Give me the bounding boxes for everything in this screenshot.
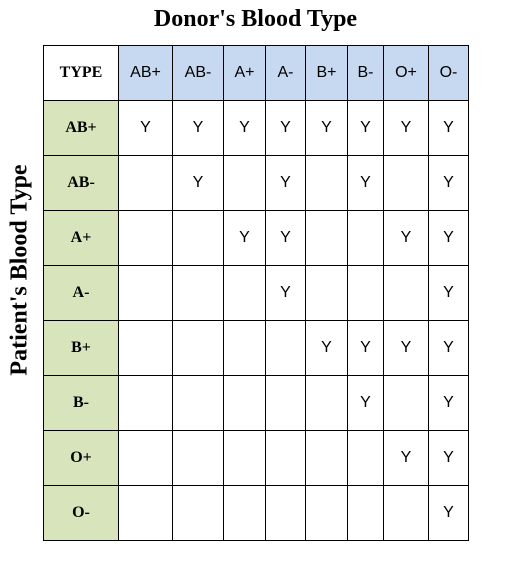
compatibility-cell bbox=[305, 210, 348, 266]
donor-column-header: B+ bbox=[305, 45, 348, 101]
compatibility-cell: Y bbox=[223, 100, 266, 156]
compatibility-cell: Y bbox=[383, 100, 429, 156]
compatibility-cell bbox=[118, 210, 173, 266]
compatibility-cell bbox=[347, 265, 384, 321]
compatibility-cell bbox=[305, 375, 348, 431]
compatibility-cell bbox=[305, 485, 348, 541]
compatibility-cell bbox=[265, 485, 306, 541]
compatibility-cell: Y bbox=[347, 375, 384, 431]
compatibility-cell bbox=[172, 485, 224, 541]
patient-row-header: O+ bbox=[43, 430, 119, 486]
compatibility-cell: Y bbox=[347, 320, 384, 376]
compatibility-cell bbox=[223, 320, 266, 376]
patient-row-header: AB+ bbox=[43, 100, 119, 156]
compatibility-cell: Y bbox=[265, 210, 306, 266]
patient-row-header: B- bbox=[43, 375, 119, 431]
compatibility-cell bbox=[118, 155, 173, 211]
compatibility-cell bbox=[172, 375, 224, 431]
compatibility-cell bbox=[347, 210, 384, 266]
table-row: AB+ Y Y Y Y Y Y Y Y bbox=[43, 100, 469, 156]
compatibility-cell bbox=[223, 430, 266, 486]
patient-row-header: O- bbox=[43, 485, 119, 541]
compatibility-cell bbox=[223, 155, 266, 211]
compatibility-cell: Y bbox=[428, 485, 469, 541]
compatibility-cell bbox=[347, 485, 384, 541]
donor-column-header: B- bbox=[347, 45, 384, 101]
compatibility-cell bbox=[118, 265, 173, 321]
donor-column-header: O+ bbox=[383, 45, 429, 101]
compatibility-cell bbox=[383, 485, 429, 541]
compatibility-cell bbox=[172, 265, 224, 321]
compatibility-cell bbox=[118, 375, 173, 431]
patient-axis-title: Patient's Blood Type bbox=[6, 164, 33, 376]
donor-column-header: A- bbox=[265, 45, 306, 101]
table-row: B- Y Y bbox=[43, 375, 469, 431]
compatibility-cell bbox=[383, 265, 429, 321]
compatibility-cell: Y bbox=[383, 320, 429, 376]
compatibility-cell bbox=[172, 430, 224, 486]
compatibility-cell: Y bbox=[428, 155, 469, 211]
header-row: TYPE AB+ AB- A+ A- B+ B- O+ O- bbox=[43, 45, 469, 101]
patient-row-header: AB- bbox=[43, 155, 119, 211]
compatibility-cell bbox=[383, 155, 429, 211]
compatibility-cell bbox=[223, 485, 266, 541]
compatibility-cell bbox=[118, 430, 173, 486]
compatibility-cell bbox=[223, 375, 266, 431]
patient-row-header: A- bbox=[43, 265, 119, 321]
compatibility-cell: Y bbox=[428, 430, 469, 486]
compatibility-cell: Y bbox=[305, 320, 348, 376]
compatibility-cell: Y bbox=[172, 155, 224, 211]
compatibility-cell bbox=[265, 320, 306, 376]
donor-column-header: A+ bbox=[223, 45, 266, 101]
compatibility-cell: Y bbox=[428, 265, 469, 321]
table-body: TYPE AB+ AB- A+ A- B+ B- O+ O- AB+ Y Y Y Y Y Y… bbox=[43, 45, 469, 541]
table-row: A- Y Y bbox=[43, 265, 469, 321]
compatibility-table: TYPE AB+ AB- A+ A- B+ B- O+ O- AB+ Y Y Y Y Y Y… bbox=[43, 45, 469, 541]
compatibility-cell bbox=[265, 375, 306, 431]
compatibility-cell bbox=[172, 210, 224, 266]
compatibility-cell: Y bbox=[265, 155, 306, 211]
compatibility-cell bbox=[118, 320, 173, 376]
compatibility-cell: Y bbox=[118, 100, 173, 156]
compatibility-cell bbox=[305, 265, 348, 321]
compatibility-cell bbox=[305, 430, 348, 486]
donor-column-header: AB+ bbox=[118, 45, 173, 101]
compatibility-cell: Y bbox=[172, 100, 224, 156]
compatibility-cell: Y bbox=[265, 100, 306, 156]
compatibility-cell: Y bbox=[223, 210, 266, 266]
table-row: O- Y bbox=[43, 485, 469, 541]
compatibility-cell: Y bbox=[428, 210, 469, 266]
compatibility-cell: Y bbox=[347, 100, 384, 156]
table-row: B+ Y Y Y Y bbox=[43, 320, 469, 376]
compatibility-cell bbox=[305, 155, 348, 211]
donor-column-header: AB- bbox=[172, 45, 224, 101]
compatibility-cell: Y bbox=[383, 430, 429, 486]
table-row: O+ Y Y bbox=[43, 430, 469, 486]
patient-row-header: B+ bbox=[43, 320, 119, 376]
corner-cell: TYPE bbox=[43, 45, 119, 101]
compatibility-cell: Y bbox=[383, 210, 429, 266]
compatibility-cell bbox=[347, 430, 384, 486]
compatibility-cell bbox=[383, 375, 429, 431]
table-row: A+ Y Y Y Y bbox=[43, 210, 469, 266]
compatibility-cell: Y bbox=[265, 265, 306, 321]
compatibility-cell bbox=[172, 320, 224, 376]
compatibility-cell: Y bbox=[428, 320, 469, 376]
compatibility-cell: Y bbox=[347, 155, 384, 211]
compatibility-cell: Y bbox=[428, 375, 469, 431]
patient-row-header: A+ bbox=[43, 210, 119, 266]
compatibility-cell: Y bbox=[428, 100, 469, 156]
compatibility-cell: Y bbox=[305, 100, 348, 156]
table-row: AB- Y Y Y Y bbox=[43, 155, 469, 211]
compatibility-cell bbox=[118, 485, 173, 541]
donor-axis-title: Donor's Blood Type bbox=[153, 6, 358, 32]
compatibility-cell bbox=[223, 265, 266, 321]
compatibility-cell bbox=[265, 430, 306, 486]
donor-column-header: O- bbox=[428, 45, 469, 101]
